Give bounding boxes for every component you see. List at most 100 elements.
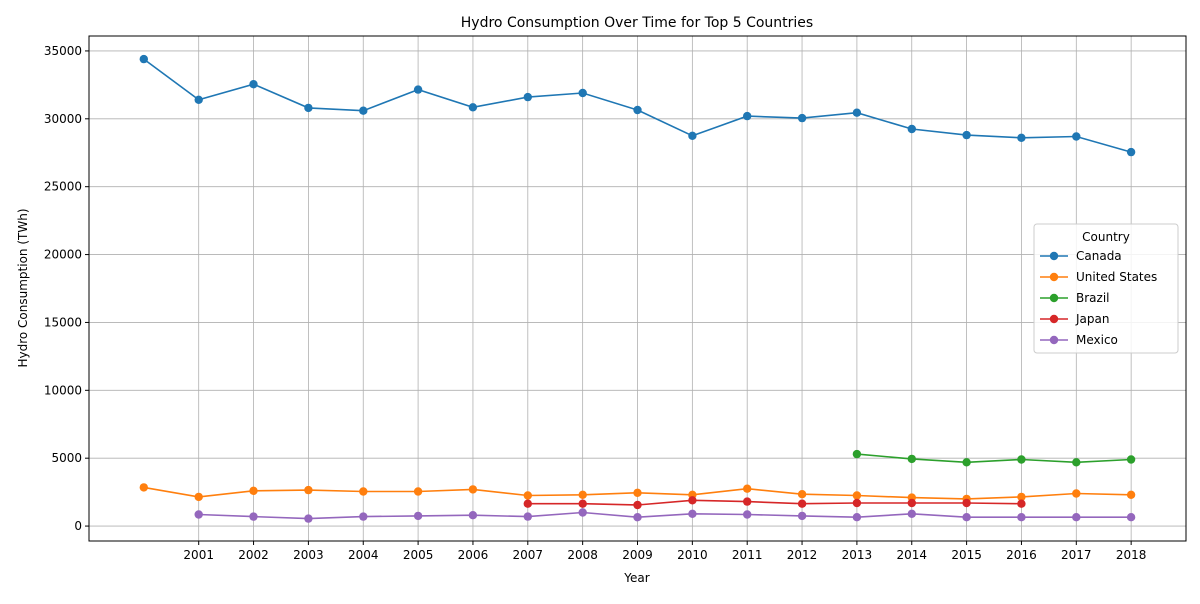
y-tick-label: 25000 — [44, 180, 82, 194]
legend-item-brazil: Brazil — [1040, 291, 1110, 305]
series-canada — [139, 54, 1136, 157]
data-point-canada — [523, 92, 532, 102]
data-point-mexico — [523, 512, 532, 521]
data-point-united-states — [1072, 489, 1081, 498]
x-tick-label: 2002 — [238, 548, 269, 562]
legend-marker — [1049, 272, 1059, 282]
data-point-united-states — [413, 487, 423, 496]
legend-marker — [1049, 314, 1059, 324]
x-tick-label: 2012 — [787, 548, 818, 562]
data-point-mexico — [413, 511, 423, 521]
data-point-united-states — [139, 483, 148, 492]
x-tick-label: 2005 — [403, 548, 434, 562]
data-point-united-states — [633, 488, 642, 497]
series-line-japan — [527, 499, 1022, 506]
x-tick-label: 2018 — [1116, 548, 1147, 562]
data-point-mexico — [852, 513, 862, 522]
series-layer — [139, 54, 1136, 523]
data-point-united-states — [523, 491, 532, 500]
data-point-brazil — [1126, 455, 1136, 464]
data-point-brazil — [1072, 458, 1081, 467]
legend-title: Country — [1082, 230, 1130, 244]
legend-marker — [1049, 251, 1059, 261]
y-axis: 0 5000 10000 15000 20000 25000 30000 35000 — [44, 44, 89, 533]
data-point-japan — [797, 499, 807, 508]
data-point-canada — [1072, 132, 1081, 141]
data-point-japan — [1017, 499, 1026, 508]
series-mexico — [194, 508, 1136, 523]
legend-item-japan: Japan — [1040, 312, 1109, 326]
legend-box — [1033, 223, 1179, 354]
legend-item-united-states: United States — [1040, 270, 1157, 284]
data-point-brazil — [1017, 455, 1026, 464]
data-point-canada — [194, 95, 203, 105]
x-tick-label: 2004 — [348, 548, 379, 562]
data-point-united-states — [743, 484, 752, 493]
data-point-canada — [304, 103, 313, 113]
x-tick-label: 2007 — [513, 548, 544, 562]
y-axis-label: Hydro Consumption (TWh) — [16, 208, 30, 367]
x-tick-label: 2003 — [293, 548, 324, 562]
data-point-united-states — [1126, 490, 1136, 499]
series-line-mexico — [198, 511, 1132, 520]
y-tick-label: 10000 — [44, 383, 82, 397]
data-point-canada — [907, 124, 916, 134]
data-point-mexico — [688, 509, 697, 518]
legend-marker — [1049, 293, 1059, 303]
data-point-canada — [797, 113, 807, 123]
x-axis-label: Year — [623, 571, 649, 585]
x-tick-label: 2015 — [951, 548, 982, 562]
data-point-mexico — [304, 514, 313, 523]
series-line-brazil — [856, 453, 1132, 464]
data-point-mexico — [1017, 513, 1026, 522]
legend-label: Brazil — [1076, 291, 1110, 305]
data-point-mexico — [1126, 513, 1136, 522]
x-tick-label: 2016 — [1006, 548, 1037, 562]
x-tick-label: 2013 — [842, 548, 873, 562]
data-point-canada — [359, 106, 368, 115]
x-tick-label: 2006 — [458, 548, 489, 562]
data-point-canada — [1017, 133, 1026, 142]
data-point-united-states — [249, 486, 258, 495]
data-point-canada — [852, 108, 862, 117]
x-axis: 2001 2002 2003 2004 2005 2006 2007 2008 2009 2010… — [183, 541, 1146, 562]
data-point-japan — [688, 496, 697, 505]
data-point-canada — [962, 130, 971, 140]
x-tick-label: 2009 — [622, 548, 653, 562]
data-point-japan — [852, 498, 862, 508]
data-point-united-states — [194, 492, 203, 502]
data-point-canada — [633, 105, 642, 115]
data-point-united-states — [468, 485, 478, 494]
data-point-united-states — [359, 487, 368, 496]
x-tick-label: 2010 — [677, 548, 708, 562]
x-tick-label: 2001 — [183, 548, 214, 562]
data-point-mexico — [633, 513, 642, 522]
data-point-mexico — [194, 510, 203, 519]
y-tick-label: 35000 — [44, 44, 82, 58]
data-point-mexico — [743, 510, 752, 519]
legend-marker — [1049, 335, 1059, 345]
data-point-brazil — [907, 454, 916, 464]
data-point-mexico — [907, 509, 916, 518]
data-point-united-states — [578, 490, 587, 499]
x-tick-label: 2017 — [1061, 548, 1092, 562]
data-point-mexico — [1072, 513, 1081, 522]
data-point-canada — [1126, 147, 1136, 157]
data-point-canada — [249, 80, 258, 89]
data-point-brazil — [852, 449, 862, 459]
data-point-japan — [523, 499, 532, 508]
data-point-canada — [688, 131, 697, 140]
legend-label: Canada — [1076, 249, 1122, 263]
y-tick-label: 15000 — [44, 315, 82, 329]
data-point-mexico — [468, 511, 478, 520]
data-point-japan — [962, 498, 971, 508]
legend-item-mexico: Mexico — [1040, 333, 1118, 347]
x-tick-label: 2011 — [732, 548, 763, 562]
series-japan — [523, 496, 1026, 510]
data-point-canada — [578, 88, 587, 98]
data-point-united-states — [852, 491, 862, 500]
x-tick-label: 2008 — [567, 548, 598, 562]
legend-label: United States — [1076, 270, 1157, 284]
legend-item-canada: Canada — [1040, 249, 1122, 263]
